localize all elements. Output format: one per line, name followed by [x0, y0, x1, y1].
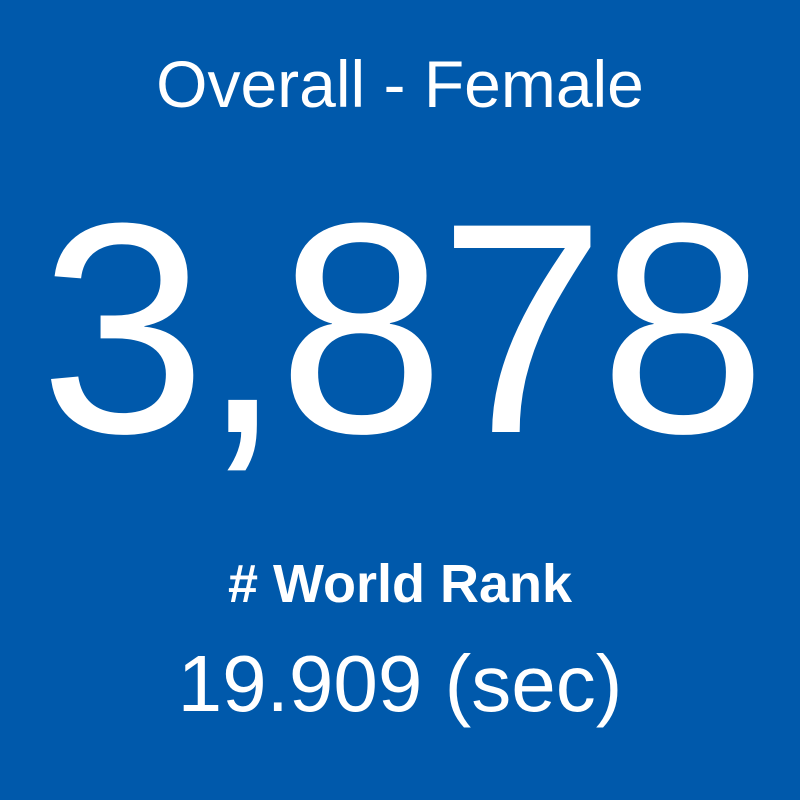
rank-value: 3,878 [39, 160, 767, 496]
title: Overall - Female [156, 47, 644, 121]
time-value: 19.909 (sec) [177, 639, 623, 728]
rank-label: # World Rank [227, 554, 573, 614]
